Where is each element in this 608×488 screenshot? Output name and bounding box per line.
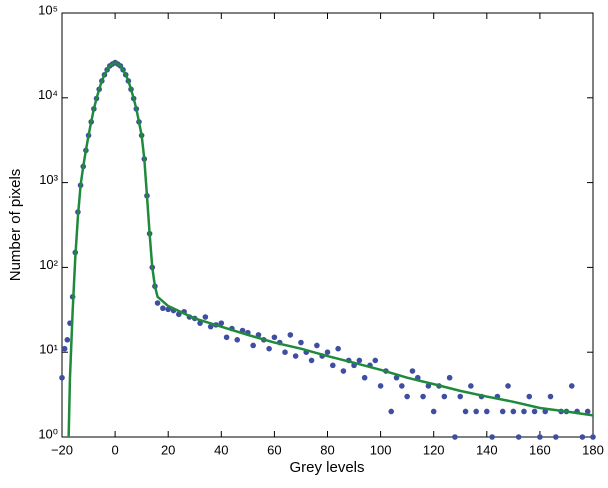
- data-point: [356, 357, 363, 364]
- data-point: [250, 342, 256, 349]
- data-point: [160, 305, 166, 312]
- data-point: [420, 393, 426, 400]
- data-point: [547, 393, 554, 400]
- data-point: [372, 357, 379, 364]
- data-point: [553, 434, 559, 440]
- data-point: [531, 408, 538, 415]
- data-point: [234, 337, 241, 343]
- x-tick-label: 100: [370, 442, 392, 457]
- data-point: [292, 353, 299, 359]
- data-point: [388, 408, 395, 415]
- x-tick-label: 180: [582, 442, 604, 457]
- data-point: [590, 434, 596, 440]
- data-point: [409, 368, 416, 374]
- data-point: [515, 434, 522, 440]
- data-point: [441, 393, 448, 400]
- y-tick-label: 10¹: [39, 342, 58, 357]
- y-axis-label: Number of pixels: [7, 169, 24, 282]
- x-tick-label: 20: [161, 442, 175, 457]
- data-point: [287, 332, 294, 338]
- data-point: [452, 434, 458, 440]
- data-point: [61, 345, 68, 352]
- data-point: [399, 383, 405, 389]
- data-point: [393, 374, 400, 381]
- data-point: [568, 383, 575, 389]
- data-point: [314, 342, 320, 349]
- data-point: [404, 393, 410, 400]
- data-point: [579, 434, 586, 440]
- x-tick-label: 60: [267, 442, 281, 457]
- data-point: [324, 349, 331, 356]
- data-point: [537, 434, 543, 440]
- data-point: [64, 337, 71, 343]
- x-tick-label: 160: [529, 442, 551, 457]
- data-point: [377, 383, 384, 389]
- data-point: [584, 408, 591, 415]
- data-point: [430, 408, 437, 415]
- data-point: [446, 374, 453, 381]
- data-point: [510, 408, 517, 415]
- data-point: [202, 314, 209, 320]
- data-point: [505, 383, 511, 389]
- data-point: [308, 357, 315, 364]
- x-tick-label: 0: [111, 442, 118, 457]
- data-point: [462, 408, 469, 415]
- y-tick-label: 10⁴: [38, 87, 58, 102]
- data-point: [473, 408, 479, 415]
- y-tick-label: 10²: [39, 257, 58, 272]
- y-tick-label: 10⁵: [38, 2, 58, 17]
- x-tick-label: 40: [214, 442, 228, 457]
- data-point: [484, 408, 490, 415]
- fit-line: [67, 61, 593, 437]
- data-point: [526, 393, 533, 400]
- data-point: [468, 383, 474, 389]
- data-point: [271, 334, 278, 341]
- y-tick-label: 10³: [39, 172, 58, 187]
- plot-frame: [61, 12, 594, 438]
- y-tick-label: 10⁰: [38, 426, 58, 441]
- data-point: [266, 345, 272, 352]
- x-tick-label: −20: [51, 442, 73, 457]
- data-point: [154, 300, 161, 306]
- data-point: [489, 434, 495, 440]
- data-point: [207, 323, 214, 330]
- data-point: [335, 345, 341, 352]
- data-point: [340, 368, 347, 374]
- data-point: [361, 374, 368, 381]
- data-point: [425, 383, 432, 389]
- x-tick-label: 140: [476, 442, 498, 457]
- x-tick-label: 80: [320, 442, 334, 457]
- data-point: [59, 374, 65, 381]
- data-point: [521, 408, 527, 415]
- data-point: [298, 339, 304, 346]
- x-axis-label: Grey levels: [289, 459, 364, 476]
- data-point: [330, 362, 336, 369]
- data-point: [457, 393, 464, 400]
- data-point: [282, 349, 288, 356]
- data-point: [499, 408, 506, 415]
- data-point: [218, 320, 225, 326]
- x-tick-label: 120: [423, 442, 445, 457]
- data-point: [223, 334, 230, 341]
